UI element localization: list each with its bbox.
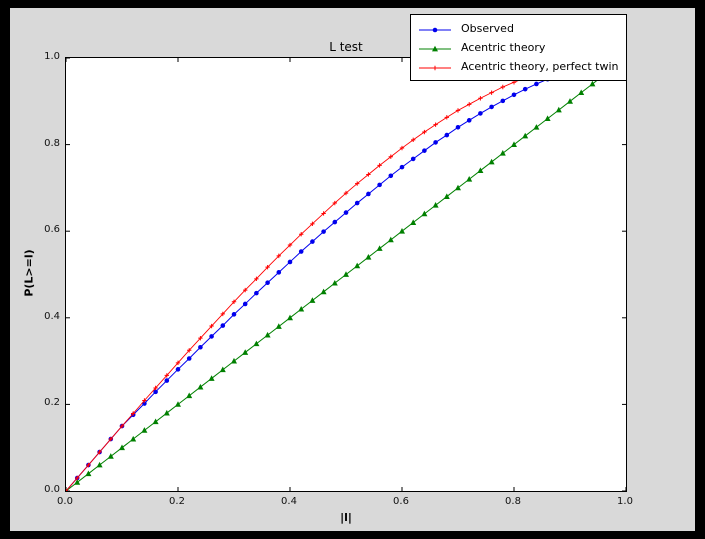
legend-item-acentric-theory: Acentric theory: [417, 38, 618, 57]
x-axis-label: |l|: [340, 511, 352, 524]
y-tick-label: 0.8: [44, 137, 60, 149]
x-tick-label: 0.2: [169, 496, 185, 507]
legend-item-observed: Observed: [417, 19, 618, 38]
y-tick-label: 1.0: [44, 51, 60, 62]
x-tick-label: 0.0: [57, 496, 73, 507]
plot-svg: [66, 58, 626, 491]
legend-label-observed: Observed: [461, 22, 514, 35]
y-tick-label: 0.0: [44, 484, 60, 495]
x-tick-label: 1.0: [617, 496, 633, 507]
x-tick-label: 0.4: [281, 496, 297, 507]
x-tick-label: 0.8: [505, 496, 521, 507]
y-tick-label: 0.6: [44, 224, 60, 236]
legend-label-acentric-theory: Acentric theory: [461, 41, 546, 54]
axes: [65, 57, 627, 492]
y-tick-label: 0.4: [44, 310, 60, 322]
figure: L test |l| P(L>=l) Observed Acentric the…: [10, 8, 695, 531]
legend-item-perfect-twin: Acentric theory, perfect twin: [417, 57, 618, 76]
y-axis-label: P(L>=l): [22, 249, 36, 297]
y-tick-label: 0.2: [44, 397, 60, 409]
legend-line-sample-observed: [417, 22, 453, 36]
legend-line-sample-perfect-twin: [417, 60, 453, 74]
legend-line-sample-acentric-theory: [417, 41, 453, 55]
legend-label-perfect-twin: Acentric theory, perfect twin: [461, 60, 619, 73]
plot-title: L test: [329, 40, 363, 54]
x-tick-label: 0.6: [393, 496, 409, 507]
legend: Observed Acentric theory Acentric theory…: [410, 14, 628, 81]
